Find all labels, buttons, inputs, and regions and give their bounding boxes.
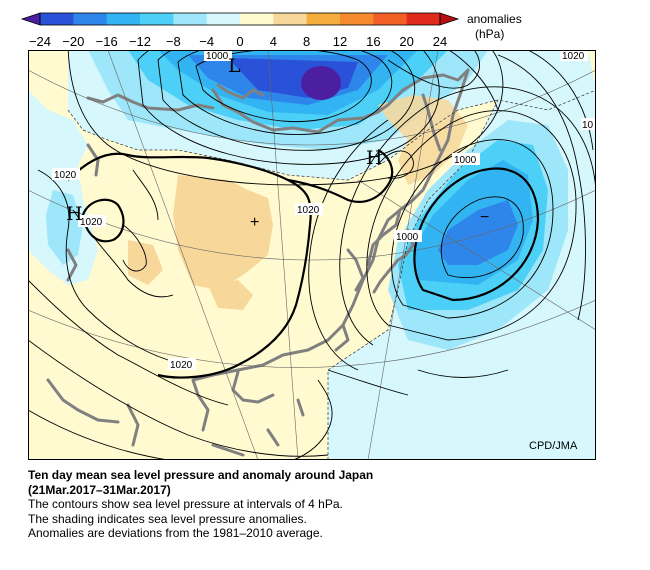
colorbar-segment xyxy=(173,13,208,25)
label-1020-topright: 1020 xyxy=(562,51,585,62)
positive-anomaly-china xyxy=(128,95,468,310)
colorbar-segment xyxy=(40,13,74,25)
colorbar-segment xyxy=(240,13,274,25)
pressure-centers: L H H xyxy=(66,55,383,225)
label-10-right: 10 xyxy=(582,120,594,131)
colorbar-segment xyxy=(406,13,441,25)
negative-anomaly-west xyxy=(28,90,98,285)
figure-caption: Ten day mean sea level pressure and anom… xyxy=(28,468,373,541)
caption-title-line2: (21Mar.2017–31Mar.2017) xyxy=(28,482,171,497)
colorbar-tick-label: 0 xyxy=(236,34,244,49)
isobars xyxy=(28,50,596,460)
colorbar-segment xyxy=(206,13,241,25)
colorbar-title-line1: anomalies xyxy=(467,12,522,26)
colorbar-tick-label: 4 xyxy=(269,34,277,49)
label-1020-west2: 1020 xyxy=(80,217,103,228)
colorbar-tick-label: 20 xyxy=(399,34,414,49)
colorbar-title: anomalies (hPa) xyxy=(467,12,522,42)
minus-sign-east: − xyxy=(480,209,489,226)
pressure-anomaly-map: 1000 1020 10 1000 1000 1020 1020 1020 10… xyxy=(28,50,596,460)
label-1020-center: 1020 xyxy=(297,205,320,216)
colorbar-segment xyxy=(73,13,108,25)
colorbar-tick-label: −4 xyxy=(199,34,215,49)
colorbar-tick-label: 12 xyxy=(332,34,348,49)
colorbar-tick-label: 24 xyxy=(432,34,448,49)
colorbar-right-arrow xyxy=(439,12,460,26)
colorbar-tick-label: −16 xyxy=(95,34,118,49)
graticule xyxy=(28,50,596,460)
colorbar-segment xyxy=(340,13,374,25)
zero-anomaly-contours xyxy=(67,89,596,460)
caption-line1: The contours show sea level pressure at … xyxy=(28,497,343,511)
anomaly-center-signs: + − xyxy=(250,209,489,231)
colorbar-tick-label: −20 xyxy=(62,34,85,49)
colorbar-segment xyxy=(373,13,408,25)
low-marker-north: L xyxy=(228,55,241,77)
colorbar-tick-label: 16 xyxy=(366,34,381,49)
isobar-labels: 1000 1020 10 1000 1000 1020 1020 1020 10… xyxy=(52,50,596,371)
credit-label: CPD/JMA xyxy=(529,440,578,452)
plus-sign-center: + xyxy=(250,214,259,231)
colorbar-tick-label: 8 xyxy=(303,34,311,49)
colorbar-segment xyxy=(306,13,341,25)
colorbar-tick-label: −12 xyxy=(128,34,152,49)
colorbar-tick-label: −24 xyxy=(28,34,52,49)
caption-line2: The shading indicates sea level pressure… xyxy=(28,511,307,526)
label-1000-east: 1000 xyxy=(454,155,477,166)
anomaly-colorbar xyxy=(20,12,460,26)
caption-title-line1: Ten day mean sea level pressure and anom… xyxy=(28,468,374,482)
colorbar-segment xyxy=(106,13,141,25)
colorbar-tick-label: −8 xyxy=(165,34,181,49)
colorbar-segment xyxy=(140,13,174,25)
label-1000-east2: 1000 xyxy=(396,232,419,243)
caption-line3: Anomalies are deviations from the 1981–2… xyxy=(28,526,323,540)
high-marker-japan: H xyxy=(366,147,383,169)
label-1020-west1: 1020 xyxy=(54,170,77,181)
label-1020-south: 1020 xyxy=(170,360,193,371)
label-1000-top: 1000 xyxy=(206,51,229,62)
high-marker-west: H xyxy=(66,203,83,225)
colorbar-title-line2: (hPa) xyxy=(475,27,505,41)
colorbar-segment xyxy=(273,13,308,25)
coastlines xyxy=(46,68,470,457)
colorbar-left-arrow xyxy=(20,12,41,26)
